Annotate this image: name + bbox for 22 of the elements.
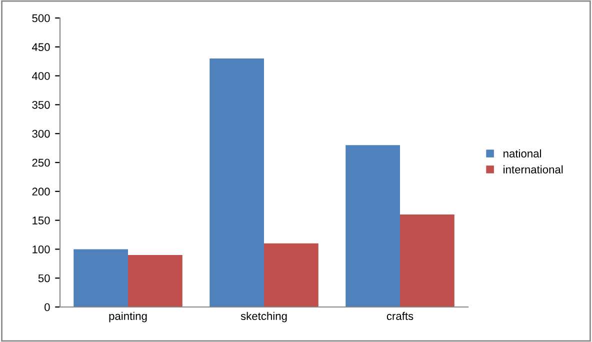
bar — [346, 145, 400, 307]
y-tick-label: 450 — [32, 43, 50, 52]
legend-label: national — [504, 149, 542, 158]
y-tick-label: 50 — [38, 274, 50, 282]
y-tick-label: 250 — [32, 158, 50, 167]
y-tick-label: 500 — [32, 14, 50, 22]
legend-label: international — [504, 165, 563, 174]
bar — [264, 243, 318, 307]
y-tick-label: 150 — [32, 216, 50, 224]
bar — [128, 254, 182, 307]
y-tick-label: 100 — [32, 245, 50, 254]
y-tick-label: 400 — [32, 72, 50, 80]
bar — [400, 214, 454, 307]
bar — [74, 249, 128, 307]
y-tick-label: 0 — [44, 303, 50, 312]
y-tick-label: 350 — [32, 100, 50, 109]
y-tick-label: 200 — [32, 188, 50, 196]
y-tick-label: 300 — [32, 130, 50, 138]
x-tick-label: painting — [109, 312, 147, 322]
bar — [210, 58, 264, 307]
x-tick-label: sketching — [240, 312, 287, 322]
x-tick-label: crafts — [386, 312, 414, 320]
